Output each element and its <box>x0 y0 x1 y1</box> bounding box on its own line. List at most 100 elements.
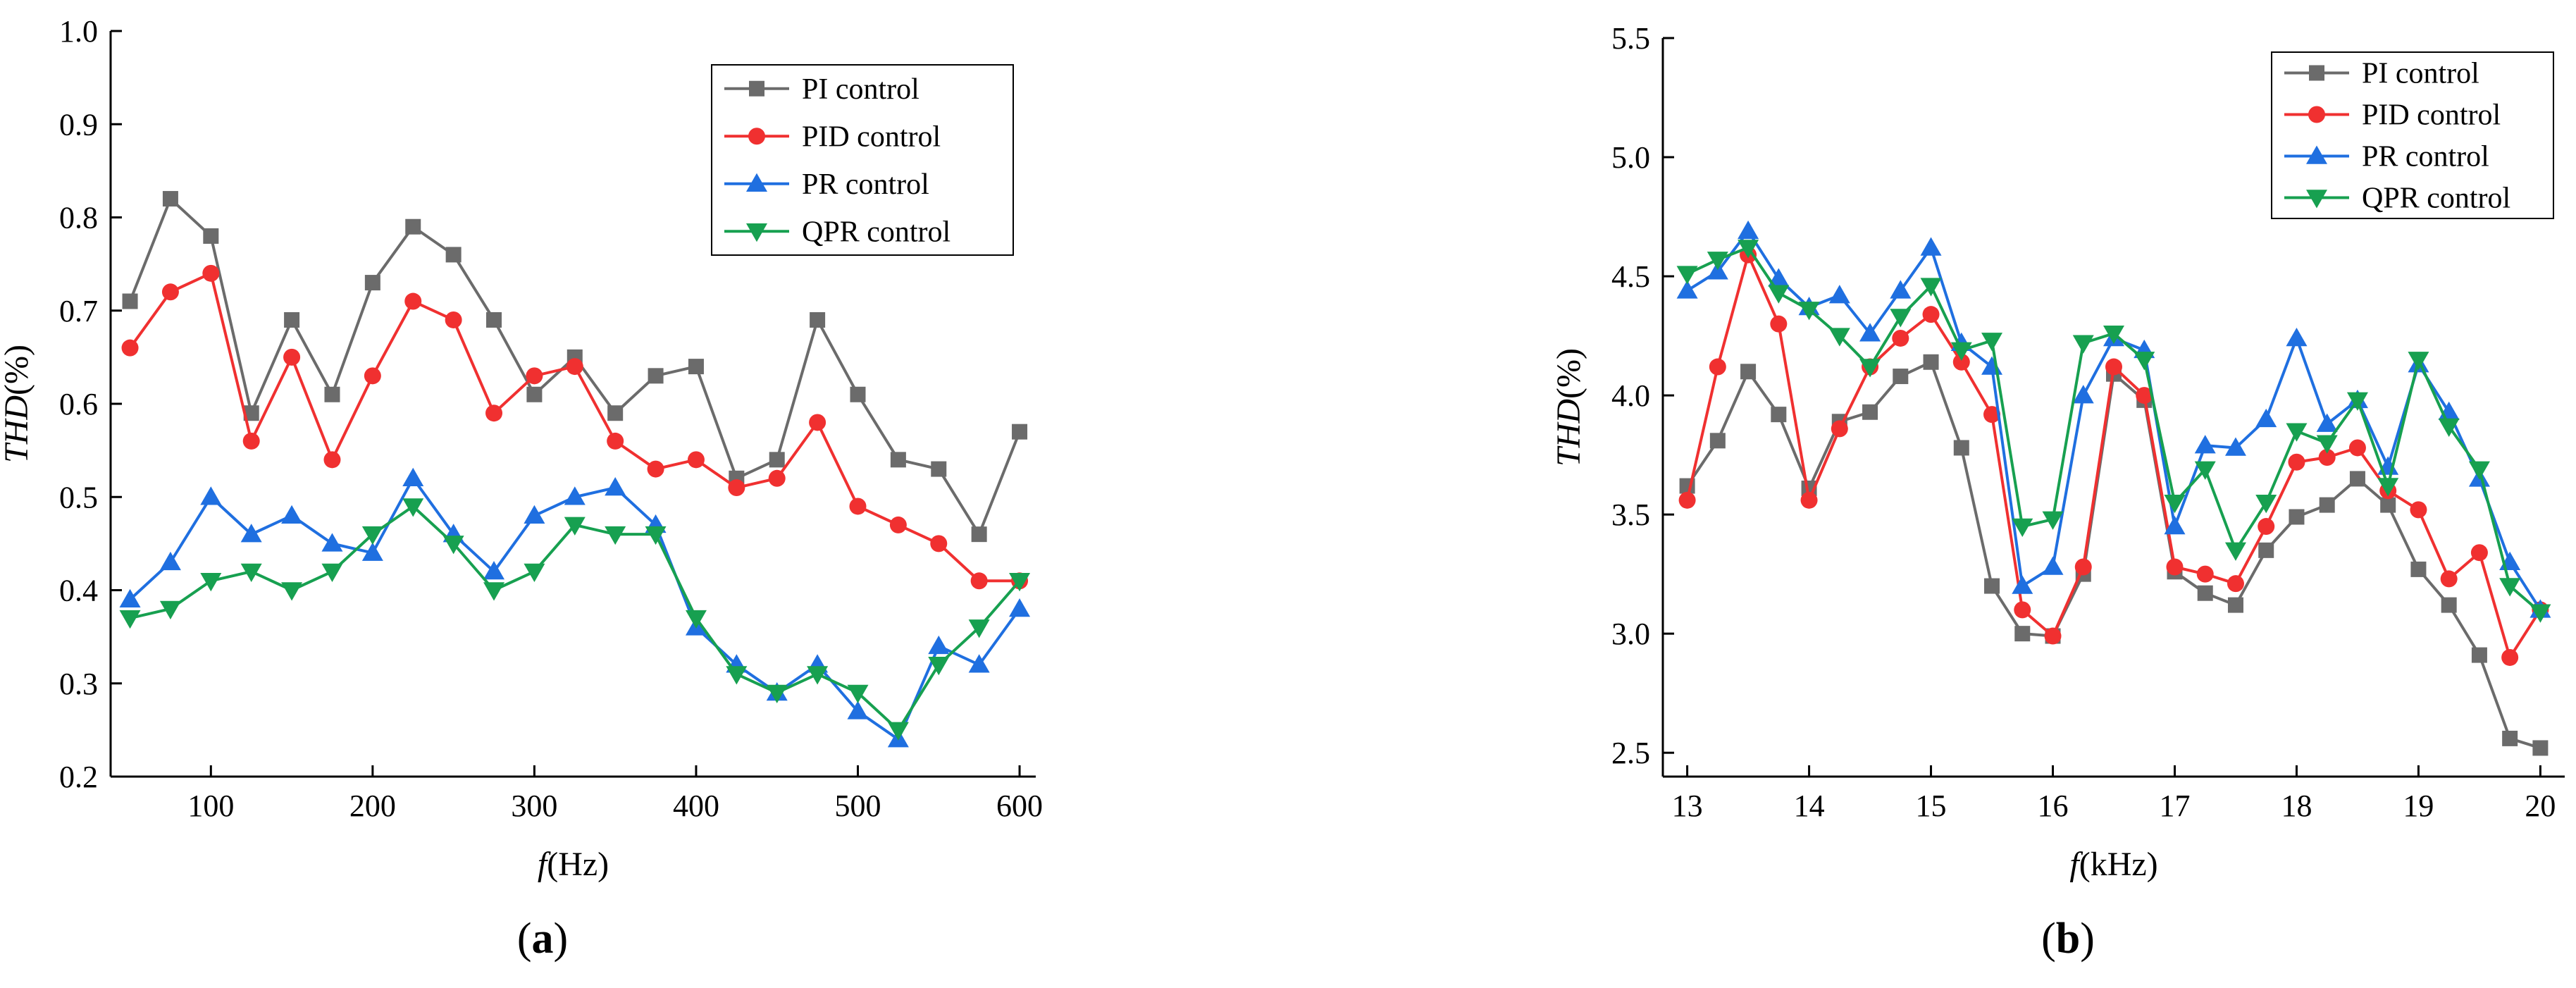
data-point <box>2499 578 2521 597</box>
legend: PI control PID control PR control QPR contr… <box>2271 51 2554 219</box>
data-point <box>2194 461 2216 480</box>
data-point <box>2438 418 2460 438</box>
y-tick-label: 5.0 <box>1611 140 1650 175</box>
data-point <box>284 311 300 328</box>
data-point <box>2164 516 2186 535</box>
data-point <box>122 293 138 309</box>
x-tick-label: 200 <box>349 789 396 823</box>
data-point <box>648 368 664 384</box>
data-point <box>1862 404 1878 420</box>
data-point <box>119 588 141 607</box>
data-point <box>364 275 380 291</box>
x-tick-label: 17 <box>2159 789 2190 823</box>
data-point <box>1920 237 1942 256</box>
data-point <box>526 367 543 385</box>
data-point <box>930 535 948 552</box>
data-point <box>607 432 624 450</box>
data-point <box>2134 352 2155 371</box>
data-point <box>2532 740 2549 756</box>
y-tick-label: 0.3 <box>59 667 98 701</box>
series-line <box>1686 229 2542 611</box>
data-point <box>2012 575 2033 594</box>
data-point <box>1012 424 1028 440</box>
data-point <box>2410 561 2427 577</box>
data-point <box>159 600 181 619</box>
data-point <box>971 526 987 543</box>
data-point <box>2224 542 2246 561</box>
data-point <box>2408 352 2429 371</box>
x-tick-label: 14 <box>1794 789 1825 823</box>
data-point <box>1800 491 1818 509</box>
data-point <box>809 414 826 431</box>
data-point <box>564 517 586 536</box>
data-point <box>2501 648 2519 666</box>
data-point <box>240 524 262 543</box>
data-point <box>566 358 583 376</box>
data-point <box>324 386 340 402</box>
data-point <box>1859 359 1881 378</box>
data-point <box>321 533 343 552</box>
data-point <box>2380 497 2396 513</box>
data-point <box>1920 278 1942 297</box>
data-point <box>1738 220 1759 240</box>
data-point <box>402 467 424 487</box>
data-point <box>726 666 748 685</box>
data-point <box>605 526 626 545</box>
data-point <box>1831 420 1848 438</box>
data-point <box>2072 385 2094 404</box>
y-tick-label: 0.4 <box>59 574 98 608</box>
y-tick-label: 0.8 <box>59 201 98 235</box>
data-point <box>810 311 826 328</box>
data-point <box>2346 392 2368 411</box>
data-point <box>1890 280 1912 299</box>
data-point <box>2348 439 2366 457</box>
data-point <box>1709 433 1726 449</box>
data-point <box>2042 556 2064 575</box>
data-point <box>485 405 503 422</box>
data-point <box>361 542 383 561</box>
data-point <box>121 339 139 357</box>
data-point <box>2074 558 2092 576</box>
data-point <box>2196 565 2214 583</box>
data-point <box>486 311 502 328</box>
data-point <box>524 563 545 583</box>
data-point <box>2349 471 2365 487</box>
x-tick-label: 300 <box>511 789 557 823</box>
data-point <box>445 311 462 328</box>
data-point <box>2014 601 2031 619</box>
data-point <box>2072 335 2094 354</box>
data-point <box>361 526 383 545</box>
legend-marker <box>748 128 765 145</box>
data-point <box>688 359 704 375</box>
data-point <box>2255 408 2277 428</box>
data-point <box>928 657 950 676</box>
data-point <box>119 610 141 629</box>
data-point <box>2410 501 2427 519</box>
x-tick-label: 20 <box>2525 789 2556 823</box>
data-point <box>2136 387 2153 405</box>
data-point <box>769 452 785 468</box>
data-point <box>968 619 990 638</box>
series-pid-control <box>1678 246 2549 666</box>
series-qpr-control <box>1676 240 2551 623</box>
data-point <box>889 516 907 533</box>
data-point <box>323 451 341 469</box>
data-point <box>1798 302 1820 321</box>
data-point <box>243 405 259 421</box>
data-point <box>1771 407 1787 423</box>
data-point <box>2286 423 2308 442</box>
data-point <box>928 635 950 655</box>
y-tick-label: 0.2 <box>59 760 98 794</box>
data-point <box>1828 328 1850 347</box>
y-tick-label: 0.6 <box>59 387 98 421</box>
data-point <box>931 461 947 477</box>
data-point <box>1009 573 1031 592</box>
legend-label: QPR control <box>2362 183 2510 215</box>
data-point <box>1678 491 1696 509</box>
series-pr-control <box>1676 220 2551 618</box>
data-point <box>524 505 545 524</box>
data-point <box>1952 353 1970 371</box>
data-point <box>2468 461 2490 480</box>
data-point <box>766 684 788 703</box>
data-point <box>849 498 867 515</box>
